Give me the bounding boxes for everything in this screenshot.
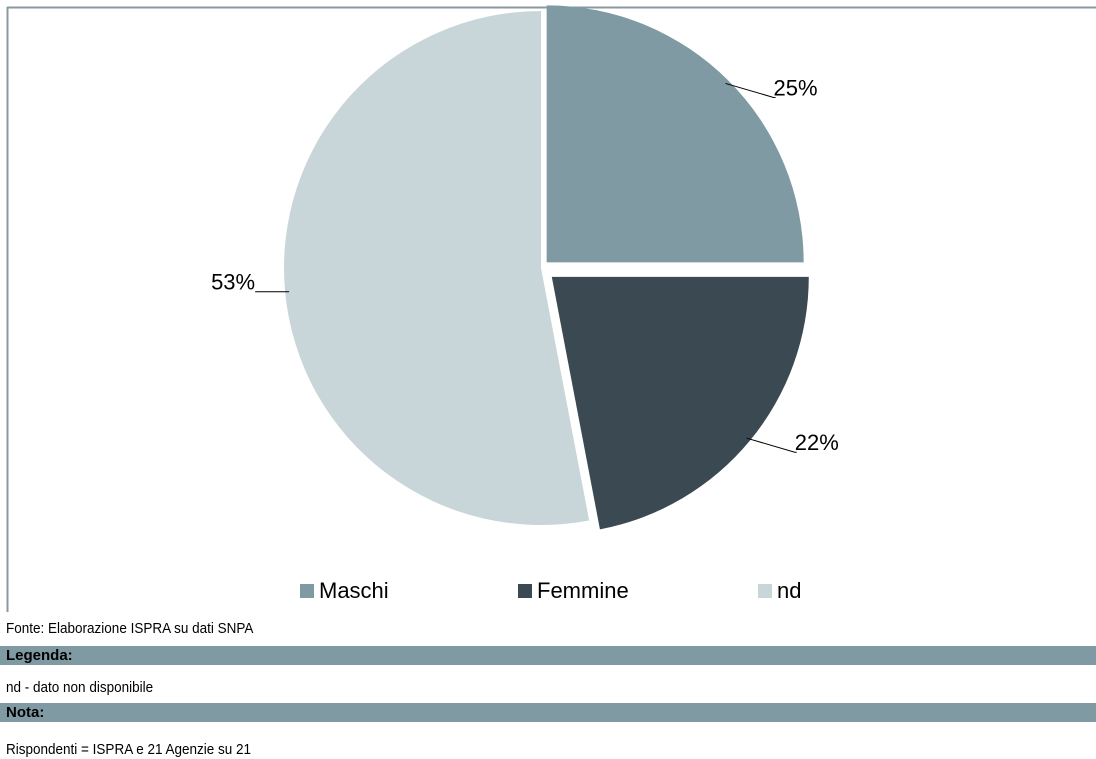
data-label: 53% (211, 270, 255, 295)
data-label: 25% (774, 75, 818, 100)
data-label: 22% (795, 430, 839, 455)
note-text: Rispondenti = ISPRA e 21 Agenzie su 21 (6, 741, 252, 758)
legend-title: Legenda: (6, 647, 73, 664)
pie-slice (284, 11, 590, 525)
leader-line (725, 82, 776, 98)
chart: 25% 22% 53% Maschi Femmine nd (6, 5, 1096, 612)
legend-text: nd - dato non disponibile (6, 679, 154, 696)
legend-swatch (518, 584, 532, 598)
legend-band: Legenda: (0, 646, 1096, 665)
note-title: Nota: (6, 704, 45, 721)
note-band: Nota: (0, 703, 1096, 722)
legend-label: nd (777, 578, 801, 603)
legend-swatch (300, 584, 314, 598)
legend-label: Maschi (319, 578, 389, 603)
legend-swatch (758, 584, 772, 598)
pie-slice (551, 276, 809, 530)
pie-slice (546, 5, 804, 263)
source: Fonte: Elaborazione ISPRA su dati SNPA (6, 620, 254, 637)
legend-label: Femmine (537, 578, 629, 603)
leader-line (746, 437, 797, 453)
